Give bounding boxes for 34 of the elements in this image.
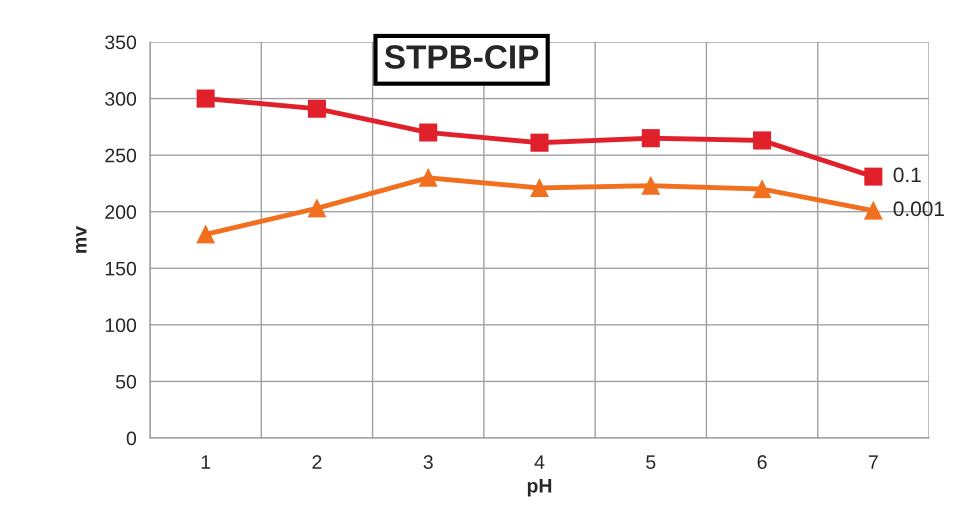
y-axis-title: mv — [76, 226, 86, 253]
y-tick-label: 50 — [116, 374, 136, 389]
point — [642, 176, 660, 195]
series-label: 0.001 — [894, 201, 944, 216]
series-label: 0.1 — [894, 167, 921, 182]
y-tick-label: 250 — [105, 148, 136, 162]
point — [419, 168, 438, 187]
point — [753, 131, 772, 150]
point — [753, 180, 772, 198]
point — [864, 202, 882, 220]
point — [642, 129, 660, 148]
x-tick-label: 1 — [202, 455, 210, 469]
x-tick-label: 5 — [646, 455, 656, 469]
point — [308, 199, 326, 218]
point — [530, 178, 549, 197]
x-tick-label: 2 — [312, 455, 322, 469]
y-tick-label: 200 — [105, 205, 136, 219]
y-tick-label: 100 — [106, 318, 136, 332]
y-tick-label: 0 — [126, 431, 136, 446]
point — [196, 90, 215, 108]
y-tick-label: 300 — [105, 92, 136, 106]
point — [419, 123, 438, 142]
x-axis-title: pH — [528, 479, 552, 496]
chart-title: STPB-CIP — [384, 45, 538, 69]
x-tick-label: 6 — [758, 455, 767, 469]
point — [864, 168, 882, 186]
point — [196, 225, 215, 244]
x-tick-label: 3 — [424, 455, 433, 469]
y-tick-label: 150 — [106, 262, 136, 276]
y-tick-label: 350 — [105, 35, 136, 50]
point — [308, 100, 326, 118]
x-tick-label: 4 — [534, 455, 544, 469]
point — [530, 134, 549, 152]
x-tick-label: 7 — [868, 455, 878, 469]
